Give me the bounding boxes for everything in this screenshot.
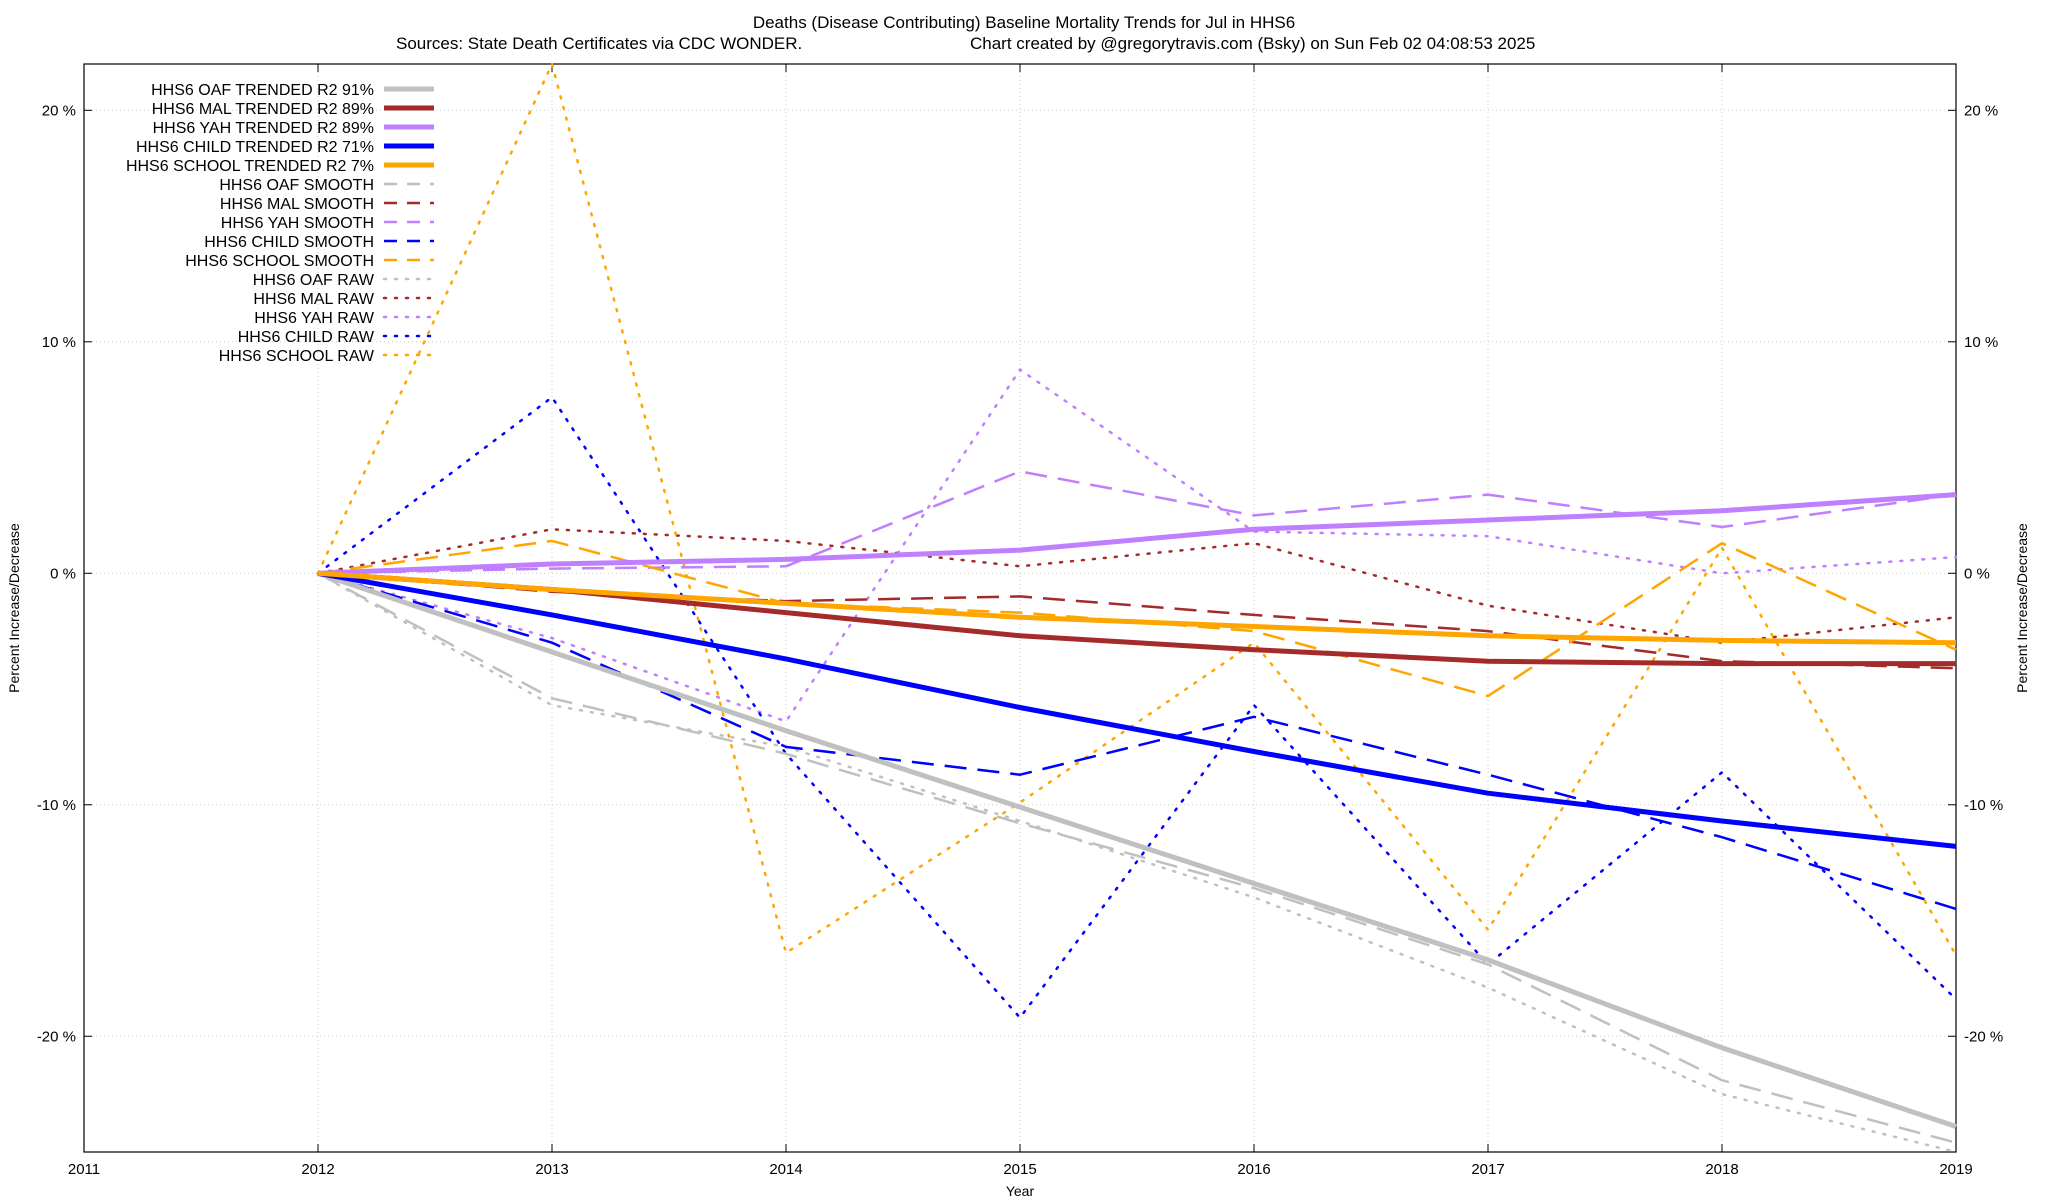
y-tick-label-left: 20 % [42,102,76,119]
x-tick-label: 2015 [1003,1161,1036,1178]
legend-label-hhs6-oaf-raw: HHS6 OAF RAW [253,272,375,289]
legend-label-hhs6-school-smooth: HHS6 SCHOOL SMOOTH [185,253,374,270]
chart-subtitle-right: Chart created by @gregorytravis.com (Bsk… [970,34,1535,53]
legend-label-hhs6-oaf-smooth: HHS6 OAF SMOOTH [219,177,374,194]
y-tick-label-left: -10 % [37,797,76,814]
series-line-hhs6-child-raw [316,396,1958,1019]
legend-label-hhs6-child-smooth: HHS6 CHILD SMOOTH [204,234,374,251]
series-line-hhs6-oaf-smooth [317,572,1957,1144]
series-line-hhs6-yah-raw [316,368,1958,723]
series-line-hhs6-child-smooth [317,572,1957,911]
legend-label-hhs6-child-raw: HHS6 CHILD RAW [238,329,375,346]
legend-label-hhs6-child-trended-r2-71: HHS6 CHILD TRENDED R2 71% [136,139,374,156]
x-tick-label: 2016 [1237,1161,1270,1178]
y-tick-label-right: 0 % [1964,565,1990,582]
series-line-hhs6-yah-smooth [317,470,1957,575]
legend-label-hhs6-mal-raw: HHS6 MAL RAW [253,291,375,308]
series-line-hhs6-yah-trended-r2-89 [317,492,1957,576]
y-axis-label-right: Percent Increase/Decrease [2014,523,2030,693]
series-group [316,62,1958,1154]
x-tick-label: 2017 [1471,1161,1504,1178]
series-line-hhs6-child-trended-r2-71 [317,570,1957,849]
legend-label-hhs6-mal-smooth: HHS6 MAL SMOOTH [220,196,374,213]
y-tick-label-right: -20 % [1964,1028,2003,1045]
y-tick-label-right: 20 % [1964,102,1998,119]
legend: HHS6 OAF TRENDED R2 91% HHS6 MAL TRENDED … [126,82,436,365]
x-axis-label: Year [1006,1183,1035,1199]
legend-label-hhs6-school-trended-r2-7: HHS6 SCHOOL TRENDED R2 7% [126,158,374,175]
x-tick-label: 2012 [301,1161,334,1178]
legend-label-hhs6-yah-raw: HHS6 YAH RAW [254,310,375,327]
series-line-hhs6-oaf-raw [316,572,1958,1154]
x-tick-label: 2011 [68,1161,100,1178]
series-line-hhs6-school-raw [316,62,1958,957]
y-tick-label-left: -20 % [37,1028,76,1045]
legend-label-hhs6-mal-trended-r2-89: HHS6 MAL TRENDED R2 89% [152,101,374,118]
y-axis-label-left: Percent Increase/Decrease [6,523,22,693]
x-tick-label: 2018 [1705,1161,1738,1178]
series-line-hhs6-school-trended-r2-7 [317,570,1957,646]
y-tick-label-left: 10 % [42,334,76,351]
x-tick-label: 2014 [769,1161,802,1178]
legend-label-hhs6-yah-trended-r2-89: HHS6 YAH TRENDED R2 89% [153,120,374,137]
legend-label-hhs6-yah-smooth: HHS6 YAH SMOOTH [221,215,374,232]
x-tick-label: 2013 [535,1161,568,1178]
series-line-hhs6-oaf-trended-r2-91 [317,570,1957,1129]
y-tick-label-right: -10 % [1964,797,2003,814]
chart-title: Deaths (Disease Contributing) Baseline M… [753,13,1295,32]
y-tick-label-left: 0 % [50,565,76,582]
x-tick-label: 2019 [1939,1161,1972,1178]
legend-label-hhs6-school-raw: HHS6 SCHOOL RAW [219,348,375,365]
y-tick-label-right: 10 % [1964,334,1998,351]
legend-label-hhs6-oaf-trended-r2-91: HHS6 OAF TRENDED R2 91% [151,82,374,99]
chart-subtitle-left: Sources: State Death Certificates via CD… [396,34,802,53]
axis-ticks: 2011 2012 2013 2014 2015 2016 2017 2018 2019 20 %… [37,64,2003,1178]
series-line-hhs6-mal-raw [316,528,1958,644]
